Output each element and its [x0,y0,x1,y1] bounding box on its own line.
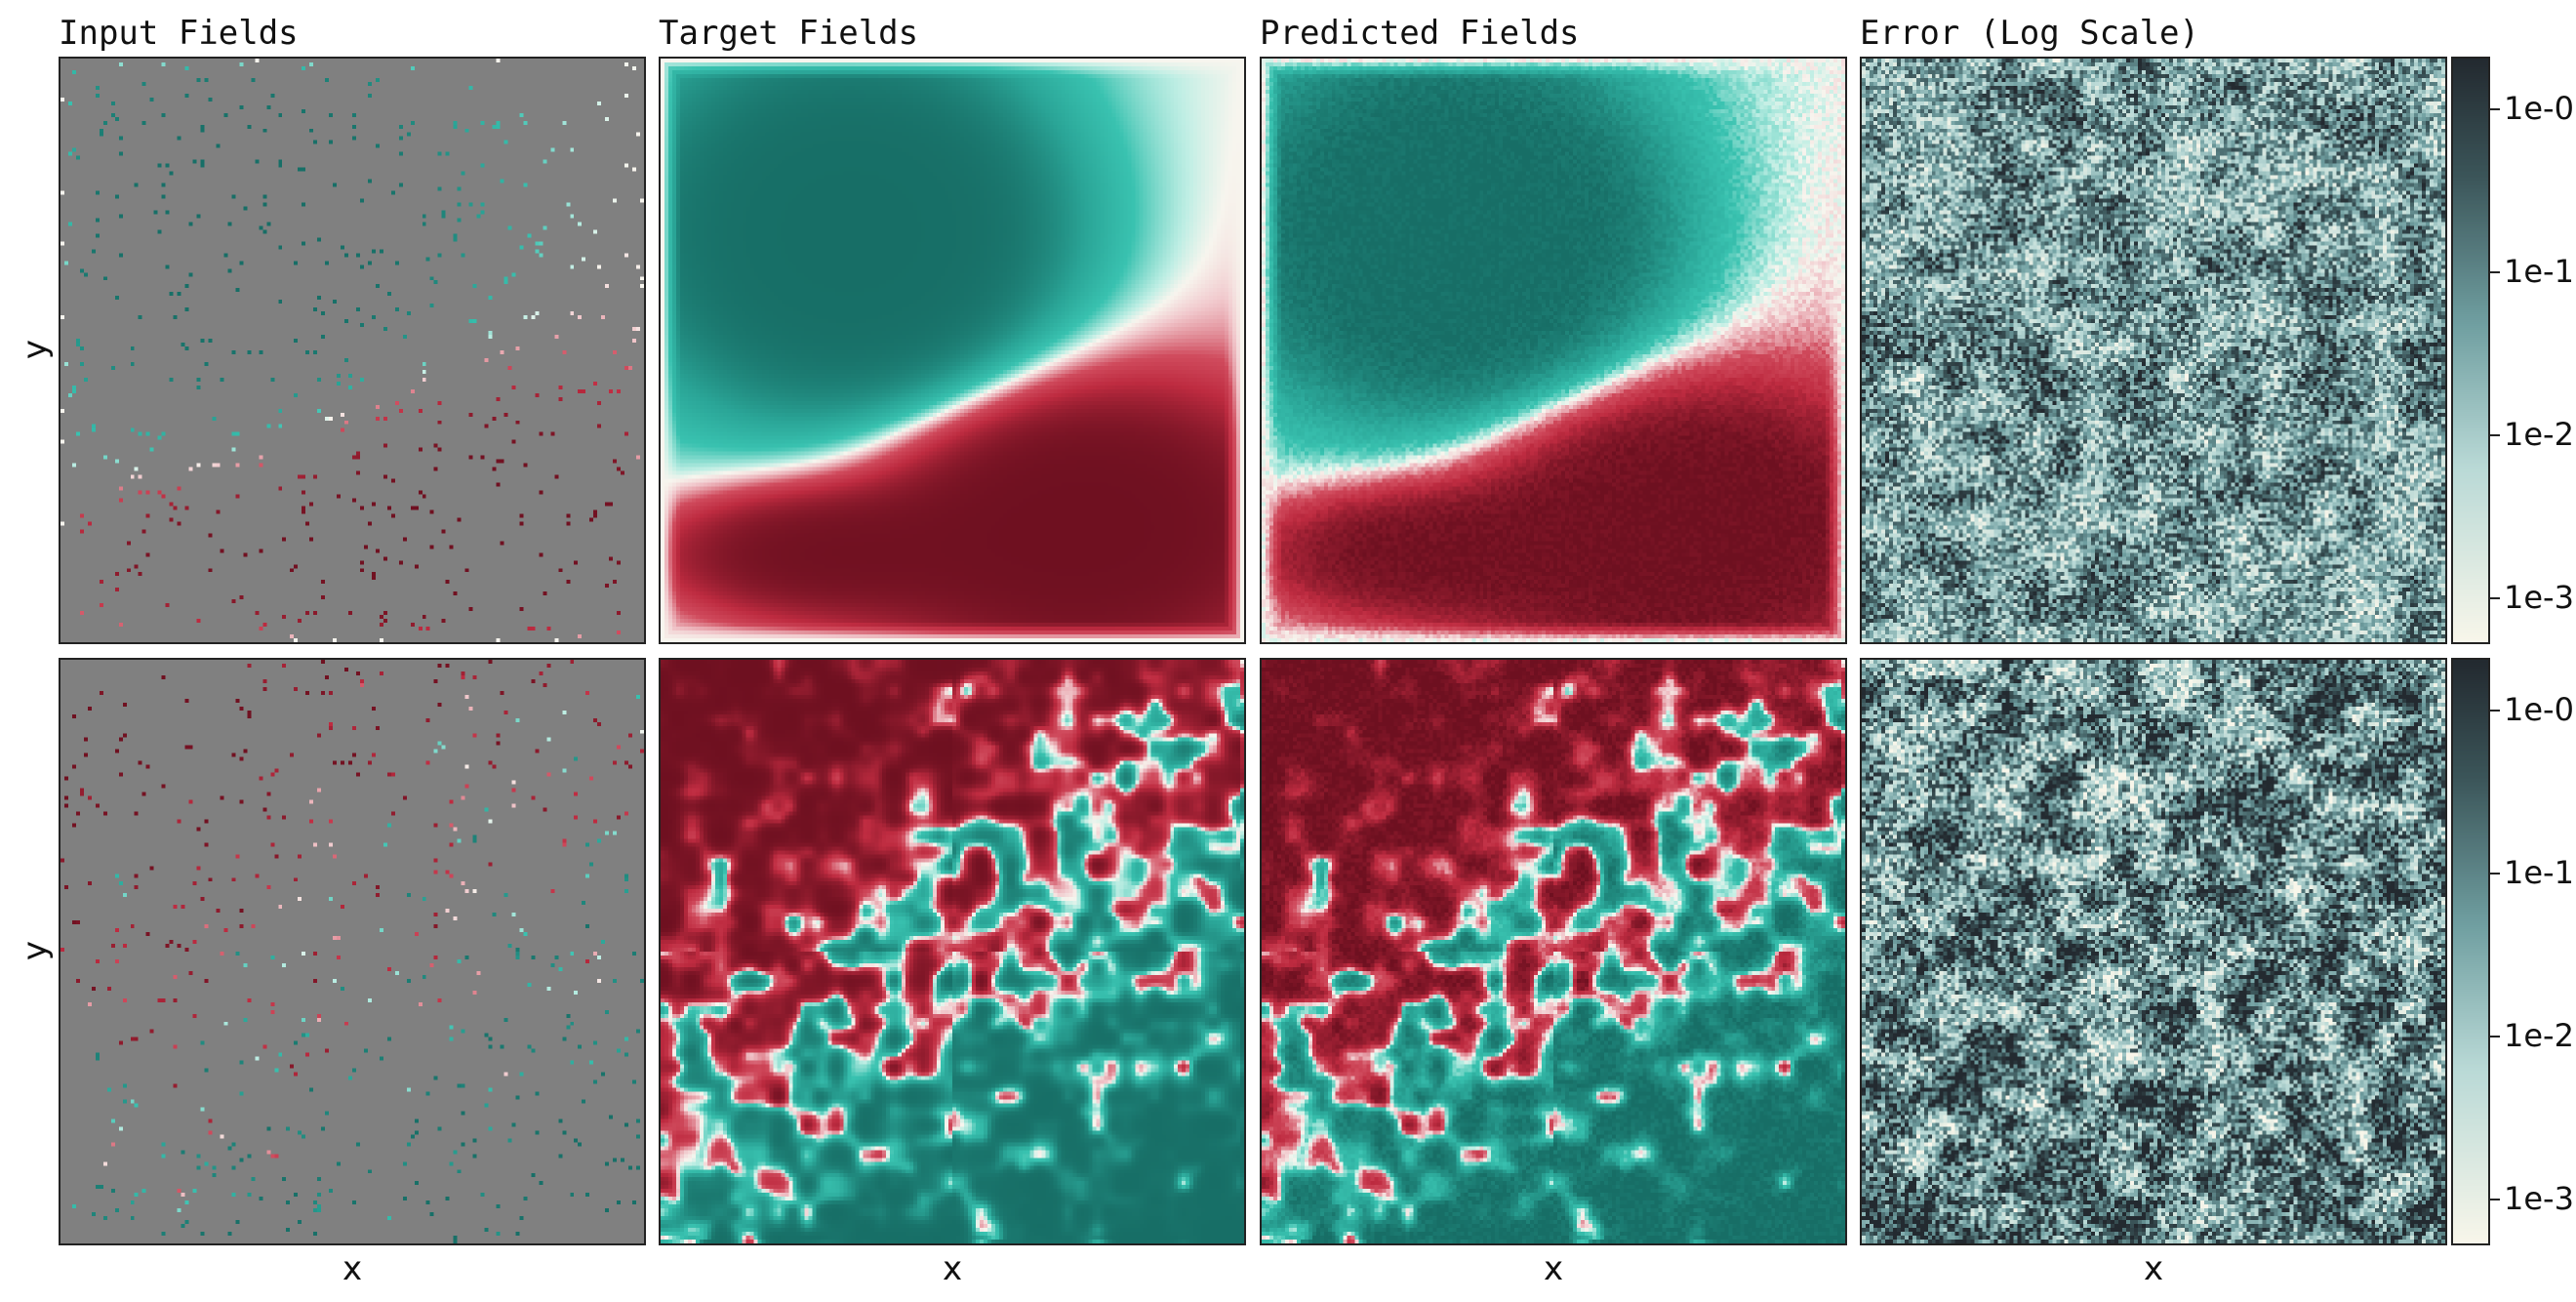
title-target-fields: Target Fields [659,14,919,53]
heatmap-error-row1 [1860,57,2447,644]
ylabel-row1: y [16,339,56,360]
xlabel-col3: x [1544,1249,1564,1288]
cbar2-tick-3: 1e-3 [2504,1180,2574,1217]
heatmap-error-row2 [1860,658,2447,1245]
cbar2-tickmark-0 [2490,710,2500,712]
colorbar-row2 [2451,658,2490,1245]
title-predicted-fields: Predicted Fields [1260,14,1580,53]
cbar2-tick-1: 1e-1 [2504,854,2574,891]
cbar1-tickmark-1 [2490,271,2500,273]
cbar2-tickmark-3 [2490,1199,2500,1200]
heatmap-predicted-row1 [1260,57,1847,644]
cbar1-tickmark-3 [2490,597,2500,599]
cbar1-tick-1: 1e-1 [2504,253,2574,290]
heatmap-input-row2 [59,658,646,1245]
cbar1-tickmark-2 [2490,434,2500,436]
cbar2-tickmark-1 [2490,873,2500,875]
xlabel-col1: x [342,1249,363,1288]
title-input-fields: Input Fields [59,14,299,53]
cbar1-tick-0: 1e-0 [2504,90,2574,127]
cbar2-tickmark-2 [2490,1036,2500,1038]
ylabel-row2: y [16,940,56,961]
xlabel-col2: x [943,1249,963,1288]
cbar1-tickmark-0 [2490,108,2500,110]
xlabel-col4: x [2144,1249,2164,1288]
heatmap-predicted-row2 [1260,658,1847,1245]
heatmap-target-row1 [659,57,1246,644]
colorbar-row1 [2451,57,2490,644]
cbar2-tick-2: 1e-2 [2504,1017,2574,1054]
cbar1-tick-3: 1e-3 [2504,579,2574,616]
heatmap-target-row2 [659,658,1246,1245]
cbar2-tick-0: 1e-0 [2504,691,2574,728]
cbar1-tick-2: 1e-2 [2504,416,2574,453]
title-error-log-scale: Error (Log Scale) [1860,14,2199,53]
heatmap-input-row1 [59,57,646,644]
